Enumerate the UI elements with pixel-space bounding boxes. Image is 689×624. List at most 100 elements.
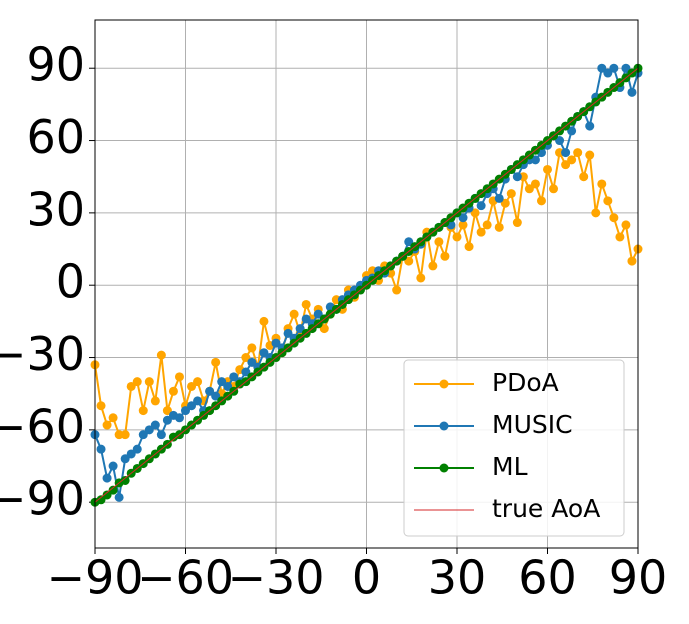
data-point [96, 495, 106, 505]
data-point [464, 242, 474, 252]
legend-box [403, 359, 625, 537]
data-point [168, 386, 178, 396]
data-point [211, 357, 221, 367]
data-point [108, 485, 118, 495]
data-point [102, 420, 112, 430]
data-point [609, 213, 619, 223]
data-point [627, 87, 637, 97]
data-point [138, 430, 148, 440]
data-point [476, 201, 486, 211]
data-point [150, 420, 160, 430]
data-point [259, 316, 269, 326]
data-point [114, 492, 124, 502]
data-point [494, 222, 504, 232]
data-point [621, 63, 631, 73]
x-tick-label: −30 [227, 551, 324, 605]
data-point [241, 367, 251, 377]
legend-marker [439, 379, 449, 389]
x-tick-label: 90 [609, 551, 668, 605]
data-point [476, 227, 486, 237]
legend-label: ML [492, 452, 528, 481]
data-point [144, 425, 154, 435]
data-point [416, 273, 426, 283]
data-point [241, 353, 251, 363]
data-point [301, 299, 311, 309]
data-point [126, 449, 136, 459]
data-point [543, 164, 552, 174]
data-point [132, 444, 142, 454]
data-point [120, 430, 130, 440]
data-point [162, 415, 172, 425]
data-point [229, 372, 239, 382]
data-point [223, 381, 233, 391]
x-tick-label: −60 [137, 551, 234, 605]
data-point [108, 413, 118, 423]
data-point [524, 184, 534, 194]
data-point [567, 155, 577, 165]
data-point [144, 377, 154, 387]
y-tick-label: −60 [0, 399, 85, 453]
data-point [295, 324, 305, 334]
data-point [500, 198, 510, 208]
data-point [585, 121, 595, 131]
data-point [205, 386, 215, 396]
data-point [301, 314, 311, 324]
data-point [187, 381, 197, 391]
plot-frame [94, 19, 639, 549]
y-tick-label: −30 [0, 327, 85, 381]
data-point [561, 148, 571, 158]
data-point [156, 350, 166, 360]
data-point [193, 377, 203, 387]
y-tick-label: 0 [56, 255, 85, 309]
data-point [247, 343, 257, 353]
legend-marker [439, 463, 449, 473]
x-tick-label: −90 [46, 551, 143, 605]
data-point [567, 126, 577, 136]
data-point [404, 256, 414, 266]
y-tick-label: 60 [26, 110, 85, 164]
legend: PDoA MUSIC ML true AoA [403, 359, 625, 537]
data-point [138, 406, 148, 416]
data-point [458, 220, 468, 230]
data-point [247, 357, 257, 367]
x-tick-label: 0 [352, 551, 381, 605]
data-point [428, 261, 438, 271]
data-point [217, 377, 227, 387]
data-point [555, 136, 565, 146]
data-point [609, 63, 619, 73]
data-point [313, 309, 323, 319]
legend-label: MUSIC [492, 410, 573, 439]
data-point [494, 193, 504, 203]
data-point [506, 189, 516, 199]
data-point [259, 348, 269, 358]
data-point [150, 396, 160, 406]
data-point [156, 430, 166, 440]
data-point [452, 232, 462, 242]
data-point [512, 218, 522, 228]
data-point [621, 220, 631, 230]
x-tick-label: 30 [428, 551, 487, 605]
y-tick-label: −90 [0, 472, 85, 526]
data-point [434, 237, 444, 247]
data-point [174, 372, 184, 382]
data-point [132, 377, 142, 387]
data-point [162, 406, 172, 416]
data-point [627, 256, 637, 266]
legend-label: PDoA [492, 368, 559, 397]
data-point [96, 401, 106, 411]
data-point [470, 208, 480, 218]
data-point [573, 148, 583, 158]
data-point [174, 413, 184, 423]
data-point [102, 473, 112, 483]
data-point [283, 328, 293, 338]
data-point [597, 179, 607, 189]
data-point [603, 196, 613, 206]
series-line [94, 67, 639, 503]
y-tick-label: 90 [26, 38, 85, 92]
data-point [482, 220, 492, 230]
data-point [187, 401, 197, 411]
y-tick-label: 30 [26, 182, 85, 236]
data-point [512, 172, 522, 182]
